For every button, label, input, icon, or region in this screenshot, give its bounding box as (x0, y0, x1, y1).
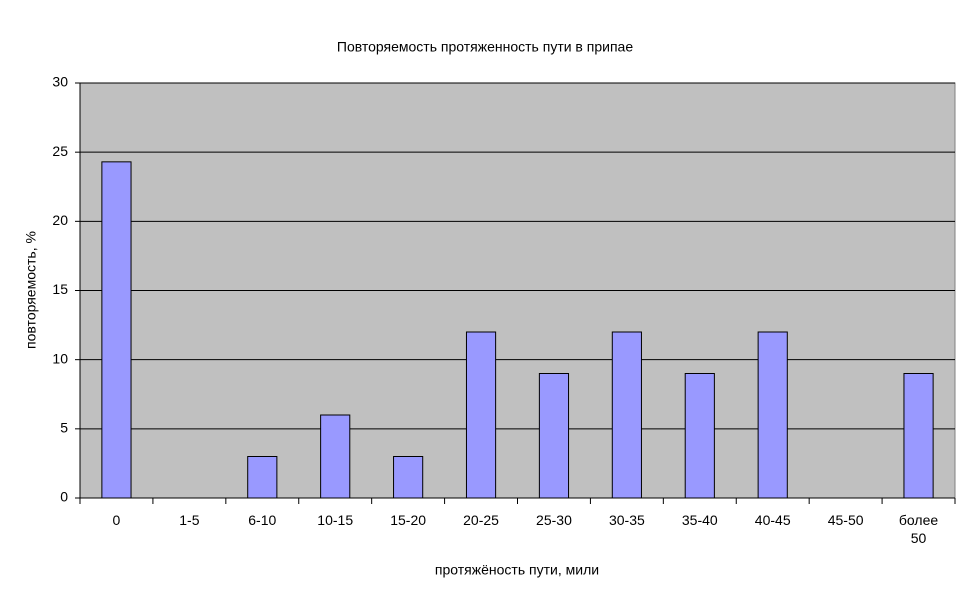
bar (101, 161, 132, 499)
x-tick-label: 45-50 (827, 512, 864, 528)
x-tick-label: 25-30 (536, 512, 572, 528)
bar (684, 373, 715, 499)
bar (465, 331, 497, 499)
bar (903, 373, 934, 499)
bar (538, 373, 570, 499)
bar (757, 331, 788, 499)
y-tick-label: 5 (60, 420, 68, 436)
x-tick-label: 0 (112, 512, 121, 528)
x-tick-label: 6-10 (248, 512, 277, 528)
y-tick-label: 15 (52, 281, 68, 297)
y-tick-label: 10 (52, 350, 68, 366)
chart-title: Повторяемость протяженность пути в припа… (337, 39, 633, 55)
y-tick-label: 0 (60, 489, 68, 505)
y-tick-label: 20 (52, 212, 68, 228)
x-tick-label: 15-20 (390, 512, 427, 528)
y-axis-title: повторяемость, % (23, 231, 39, 349)
y-tick-label: 25 (52, 143, 68, 159)
x-tick-label: более 50 (898, 512, 939, 546)
x-tick-label: 35-40 (681, 512, 718, 528)
x-axis-title: протяжёность пути, мили (435, 562, 599, 578)
x-tick-label: 1-5 (179, 512, 200, 528)
bar (247, 456, 278, 499)
x-tick-label: 30-35 (608, 512, 645, 528)
y-tick-label: 30 (52, 74, 68, 90)
x-tick-label: 20-25 (463, 512, 499, 528)
bar (611, 331, 642, 499)
bar (393, 456, 424, 499)
x-tick-label: 40-45 (754, 512, 791, 528)
bar (320, 414, 351, 499)
x-tick-label: 10-15 (317, 512, 354, 528)
